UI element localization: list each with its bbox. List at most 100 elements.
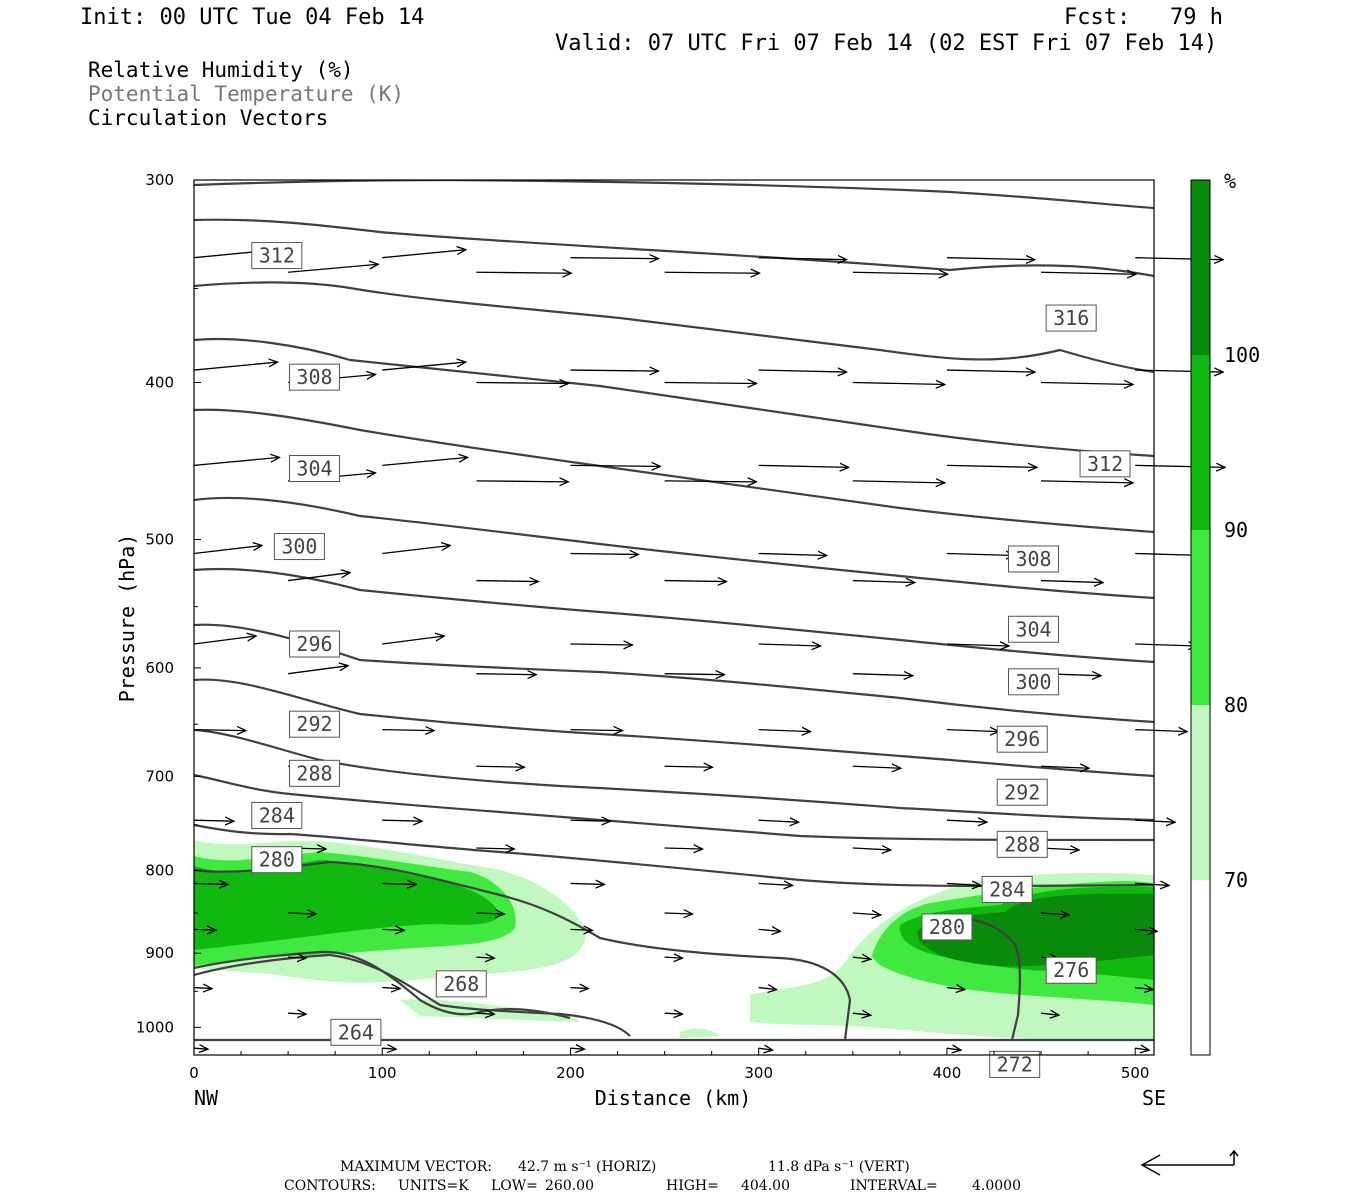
x-tick-label: 500 (1121, 1064, 1150, 1082)
theta-contour (194, 678, 1154, 778)
theta-label: 284 (251, 801, 303, 829)
circulation-vector (1041, 382, 1133, 384)
theta-label-text: 276 (1053, 958, 1089, 982)
theta-label-box (288, 630, 340, 658)
circulation-vector (288, 1013, 306, 1014)
circulation-vector (382, 820, 422, 821)
circulation-vector (288, 957, 306, 958)
y-tick-label: 600 (145, 659, 174, 677)
theta-label-text: 268 (443, 972, 479, 996)
circulation-vector (758, 1048, 773, 1050)
theta-label-text: 296 (1004, 727, 1040, 751)
rh100-region-east (917, 893, 1154, 967)
colorbar-swatch-70 (1191, 705, 1210, 880)
theta-label-box (330, 1018, 382, 1046)
legend-rh: Relative Humidity (%) (88, 58, 354, 82)
theta-label: 276 (1045, 956, 1097, 984)
circulation-vector (382, 929, 404, 930)
circulation-vector (758, 258, 847, 260)
x-tick-label: 200 (556, 1064, 585, 1082)
footer-info: MAXIMUM VECTOR: 42.7 m s⁻¹ (HORIZ) 11.8 … (284, 1159, 1021, 1194)
circulation-vector (1041, 272, 1136, 274)
theta-contour (194, 337, 1154, 458)
circulation-vector (288, 573, 350, 582)
circulation-vector (570, 820, 610, 821)
theta-label: 280 (921, 913, 973, 941)
colorbar-swatch-100 (1191, 180, 1210, 355)
circulation-vector (1041, 481, 1133, 483)
circulation-vector (476, 581, 538, 582)
circulation-vector (852, 674, 913, 676)
circulation-vector (193, 1048, 208, 1049)
theta-contour (194, 567, 1154, 664)
x-tick-label: 400 (933, 1064, 962, 1082)
theta-label-box (1045, 956, 1097, 984)
circulation-vector (946, 553, 1015, 555)
theta-label-text: 272 (997, 1052, 1033, 1076)
circulation-vector (570, 730, 622, 731)
theta-label: 300 (1008, 668, 1060, 696)
theta-label: 312 (251, 242, 303, 270)
reference-vector-icon (1140, 1149, 1239, 1176)
theta-label-box (288, 759, 340, 787)
x-axis: 0 100 200 300 400 500 (189, 1048, 1149, 1082)
forecast-hour: Fcst: 79 h (1064, 5, 1223, 30)
theta-contour (194, 860, 852, 1041)
theta-label-text: 280 (259, 848, 295, 872)
circulation-vector (758, 820, 799, 822)
circulation-vector (1135, 820, 1175, 822)
circulation-vector (758, 465, 849, 467)
circulation-vector (1135, 1048, 1149, 1050)
circulation-vector (193, 820, 234, 821)
y-tick-label: 400 (145, 373, 174, 391)
theta-label-box (996, 830, 1048, 858)
theta-label-box (288, 455, 340, 483)
theta-label-text: 296 (296, 632, 332, 656)
circulation-vector (758, 370, 847, 372)
legend-vectors: Circulation Vectors (88, 106, 329, 130)
colorbar-swatch-below (1191, 880, 1210, 1055)
circulation-vector (570, 929, 592, 930)
theta-label-box (1008, 615, 1060, 643)
theta-label: 264 (330, 1018, 382, 1046)
theta-label-text: 300 (281, 535, 317, 559)
circulation-vector (852, 581, 915, 583)
x-end-label-nw: NW (194, 1086, 219, 1110)
colorbar-swatch-90 (1191, 355, 1210, 530)
colorbar-label: 90 (1224, 518, 1248, 542)
circulation-vector (476, 913, 504, 914)
circulation-vectors (193, 250, 1225, 1051)
theta-contour (194, 823, 1154, 888)
circulation-vector (193, 545, 262, 555)
circulation-vector (570, 258, 658, 259)
theta-label-text: 288 (1004, 832, 1040, 856)
y-tick-label: 300 (145, 171, 174, 189)
theta-contour (194, 953, 631, 1037)
circulation-vector (476, 957, 494, 958)
contours-high: 404.00 (741, 1178, 790, 1194)
theta-label: 304 (1008, 615, 1060, 643)
colorbar-label: 70 (1224, 868, 1248, 892)
circulation-vector (193, 730, 246, 731)
circulation-vector (382, 250, 466, 259)
max-vector-vert: 11.8 dPa s⁻¹ (VERT) (768, 1159, 910, 1175)
circulation-vector (852, 481, 945, 483)
circulation-vector (664, 382, 757, 383)
theta-contour (194, 180, 1154, 210)
contours-high-label: HIGH= (666, 1178, 719, 1194)
circulation-vector (664, 1013, 683, 1014)
circulation-vector (852, 766, 901, 768)
y-tick-label: 700 (145, 767, 174, 785)
x-tick-label: 100 (368, 1064, 397, 1082)
circulation-vector (852, 272, 948, 274)
theta-contour (194, 281, 1154, 374)
contours-interval: 4.0000 (972, 1178, 1021, 1194)
circulation-vector (476, 382, 568, 383)
circulation-vector (758, 730, 811, 732)
circulation-vector (852, 957, 871, 959)
circulation-vector (193, 883, 228, 884)
theta-label-text: 284 (259, 803, 295, 827)
theta-label-box (251, 242, 303, 270)
theta-label: 316 (1045, 304, 1097, 332)
circulation-vector (664, 481, 757, 482)
